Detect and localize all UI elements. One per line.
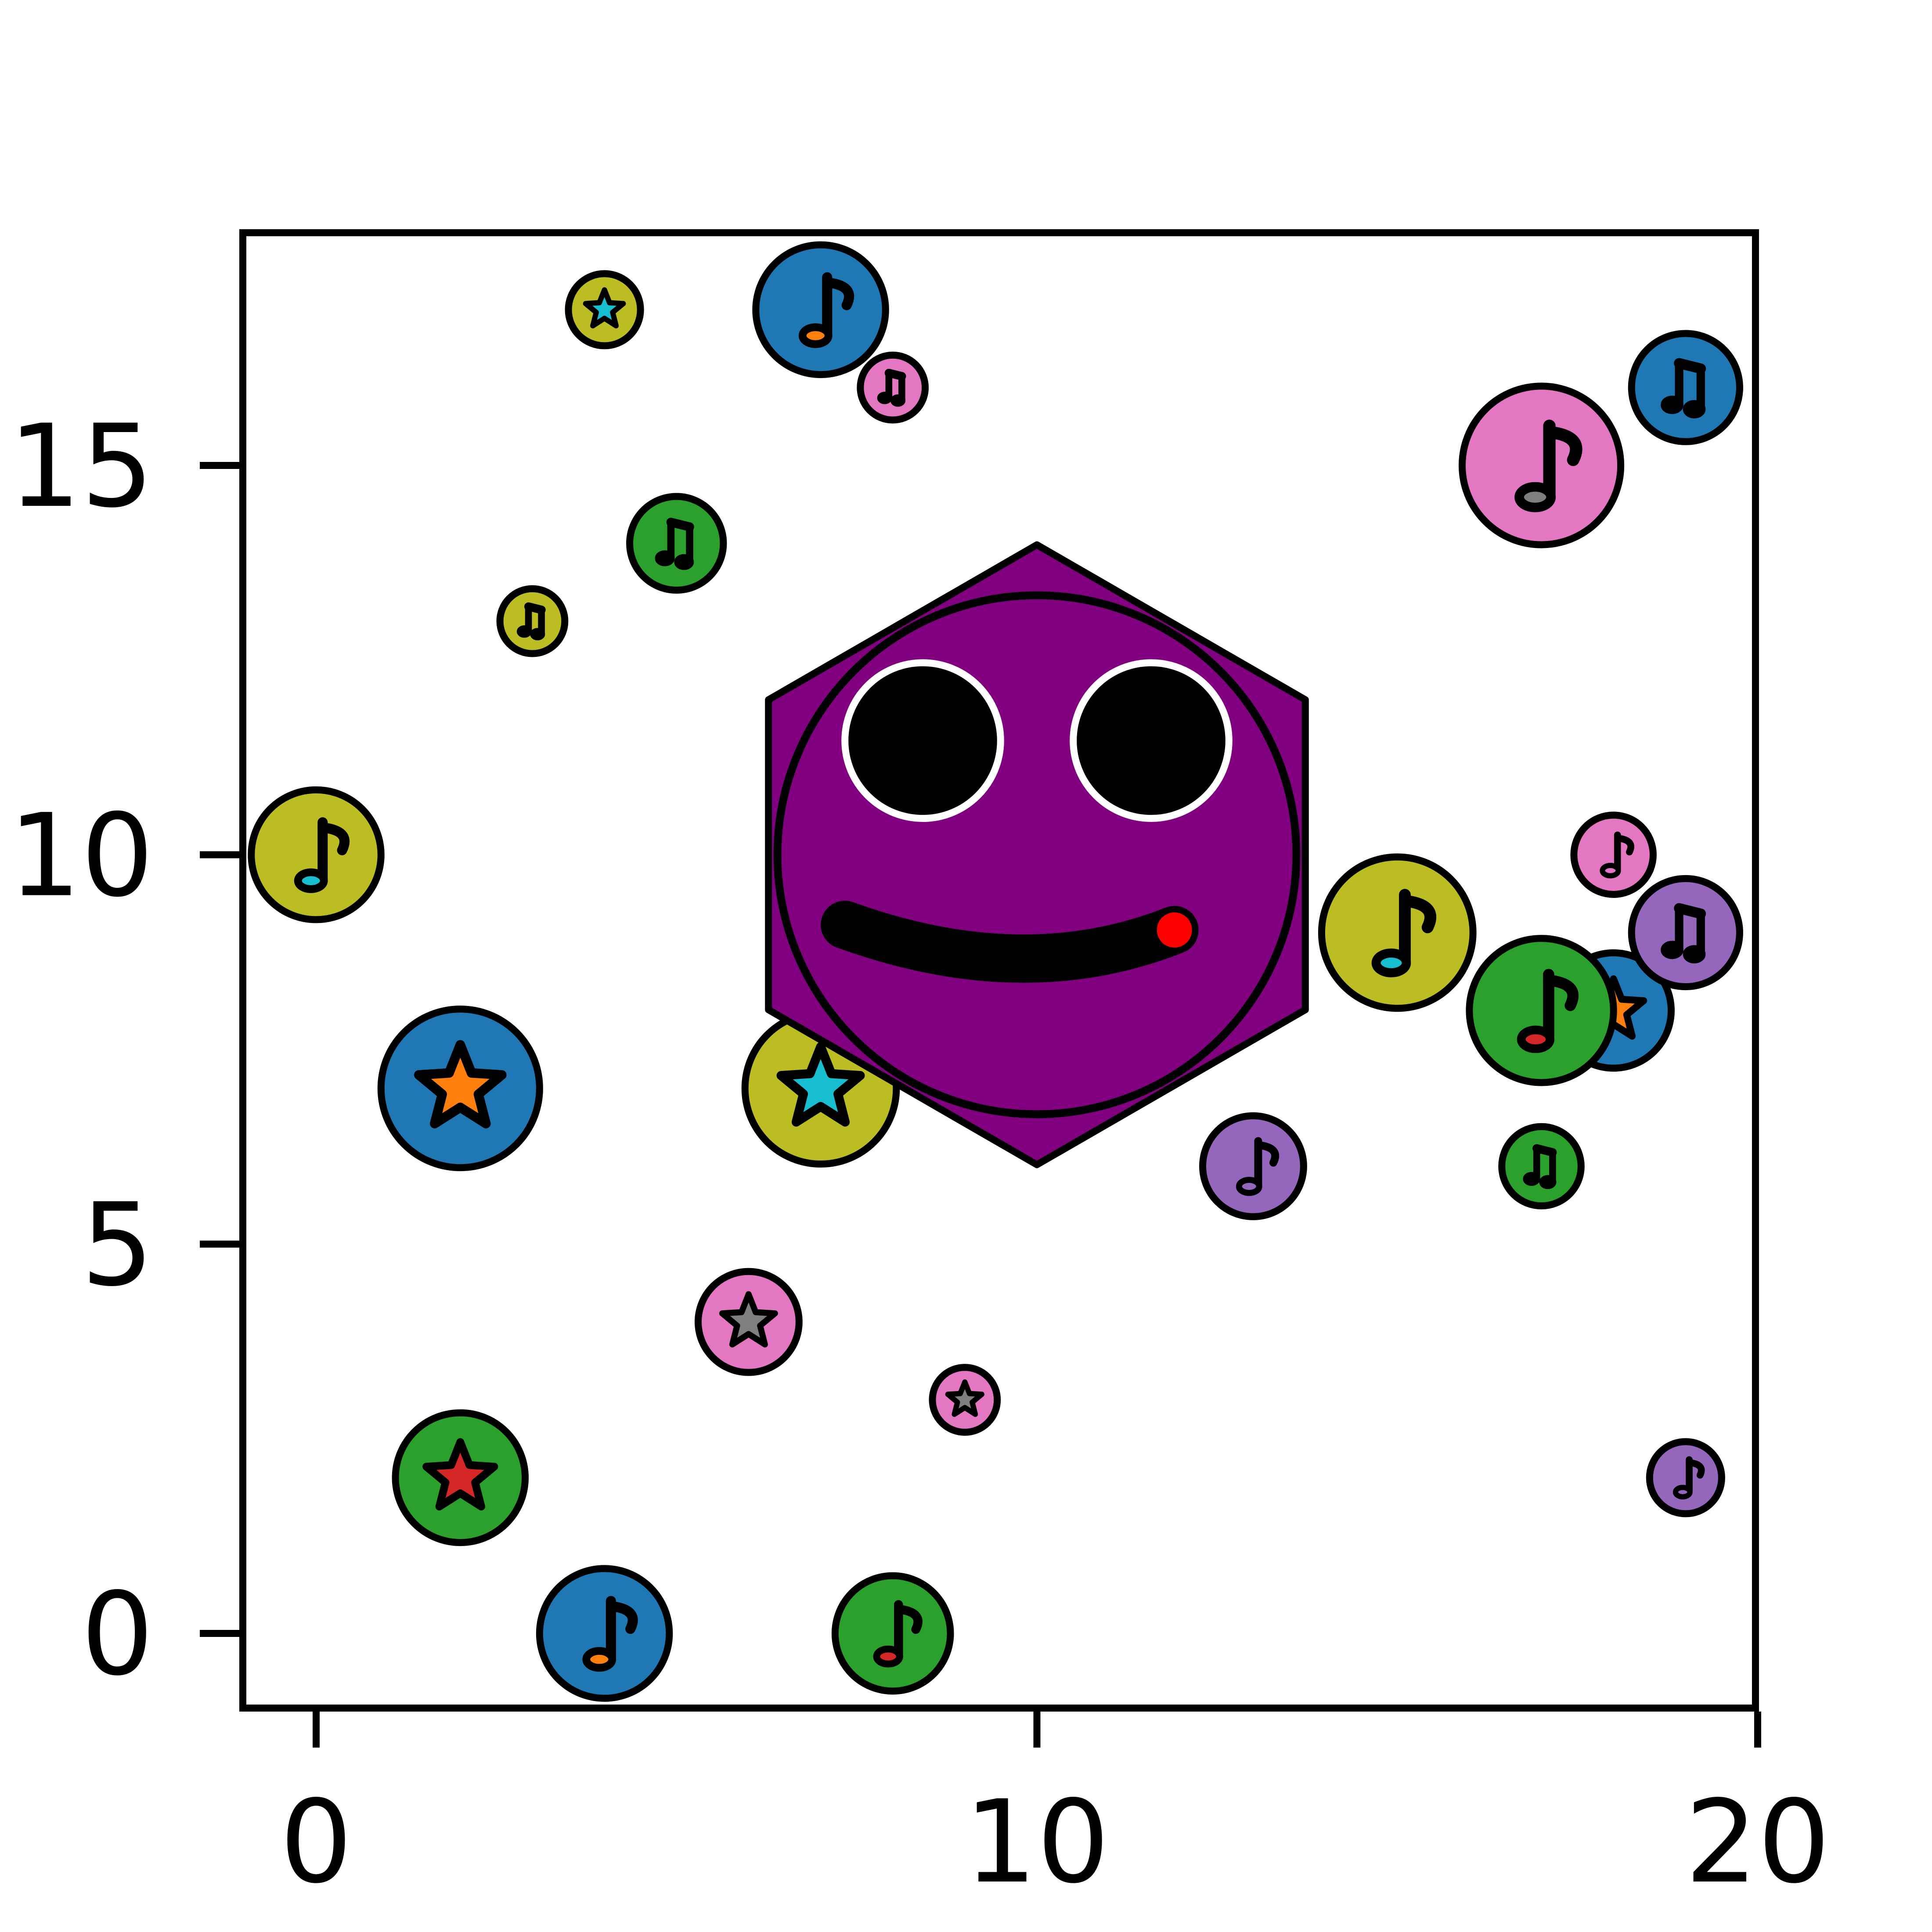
- tongue: [1157, 912, 1192, 948]
- music-note-icon: [294, 817, 350, 893]
- marker-disc: [1466, 935, 1617, 1086]
- marker-disc: [1318, 853, 1477, 1012]
- scatter-marker: [1199, 1112, 1307, 1220]
- x-tick-label: 20: [1685, 1776, 1831, 1909]
- double-note-icon: [655, 518, 694, 570]
- y-tick-label: 5: [81, 1179, 154, 1312]
- face-circle: [773, 591, 1301, 1118]
- scatter-marker: [1318, 853, 1477, 1012]
- marker-disc: [1199, 1112, 1307, 1220]
- scatter-marker: [392, 1409, 529, 1546]
- music-note-icon: [873, 1600, 923, 1668]
- marker-disc: [536, 1565, 673, 1702]
- music-note-icon: [1514, 419, 1582, 512]
- scatter-marker: [377, 1006, 543, 1171]
- music-note-icon: [1371, 889, 1437, 977]
- marker-disc: [1570, 811, 1657, 898]
- double-note-icon: [516, 602, 546, 641]
- x-tick-label: 10: [964, 1776, 1110, 1909]
- scatter-marker: [929, 1364, 1001, 1436]
- scatter-marker: [565, 270, 644, 350]
- scatter-marker: [1628, 875, 1743, 991]
- double-note-icon: [1661, 903, 1706, 964]
- scatter-marker: [1466, 935, 1617, 1086]
- y-tick-label: 0: [81, 1568, 154, 1701]
- plot-area: [248, 241, 1743, 1702]
- music-note-icon: [1600, 831, 1634, 879]
- star-icon: [583, 287, 626, 328]
- music-note-icon: [582, 1596, 638, 1672]
- music-note-icon: [1517, 969, 1579, 1053]
- marker-disc: [1646, 1438, 1725, 1517]
- axes: 0 10 20 0 5 10 15: [8, 400, 1830, 1909]
- marker-disc: [626, 493, 727, 594]
- scatter-marker: [626, 493, 727, 594]
- marker-disc: [831, 1572, 954, 1695]
- star-icon: [422, 1438, 498, 1510]
- marker-disc: [248, 786, 385, 923]
- star-icon: [776, 1042, 865, 1127]
- scatter-marker: [1498, 1123, 1585, 1210]
- scatter-marker: [496, 585, 569, 657]
- scatter-marker: [1628, 330, 1743, 445]
- marker-disc: [1628, 875, 1743, 991]
- smiley-hexagon: [765, 541, 1309, 1168]
- music-note-icon: [798, 272, 854, 348]
- marker-disc: [857, 351, 929, 424]
- y-tick-label: 10: [8, 790, 154, 923]
- double-note-icon: [1523, 1144, 1557, 1189]
- music-note-icon: [1236, 1137, 1280, 1196]
- music-note-icon: [1672, 1456, 1705, 1499]
- star-icon: [414, 1040, 507, 1128]
- right-eye: [1070, 659, 1233, 822]
- mouth: [821, 901, 1199, 983]
- scatter-marker: [694, 1268, 803, 1376]
- y-tick-label: 15: [8, 400, 154, 533]
- scatter-marker: [752, 241, 889, 378]
- marker-disc: [752, 241, 889, 378]
- marker-disc: [1498, 1123, 1585, 1210]
- scatter-marker: [1458, 382, 1625, 548]
- scatter-marker: [536, 1565, 673, 1702]
- plot-frame: [239, 229, 1759, 1712]
- double-note-icon: [877, 368, 906, 407]
- star-icon: [719, 1291, 778, 1348]
- scatter-marker: [1646, 1438, 1725, 1517]
- scatter-marker: [857, 351, 929, 424]
- x-tick-label: 0: [280, 1776, 352, 1909]
- scatter-marker: [1570, 811, 1657, 898]
- marker-disc: [1458, 382, 1625, 548]
- marker-disc: [496, 585, 569, 657]
- left-eye: [841, 659, 1004, 822]
- double-note-icon: [1661, 358, 1706, 418]
- star-icon: [945, 1379, 984, 1417]
- marker-disc: [1628, 330, 1743, 445]
- scatter-marker: [831, 1572, 954, 1695]
- scatter-marker: [248, 786, 385, 923]
